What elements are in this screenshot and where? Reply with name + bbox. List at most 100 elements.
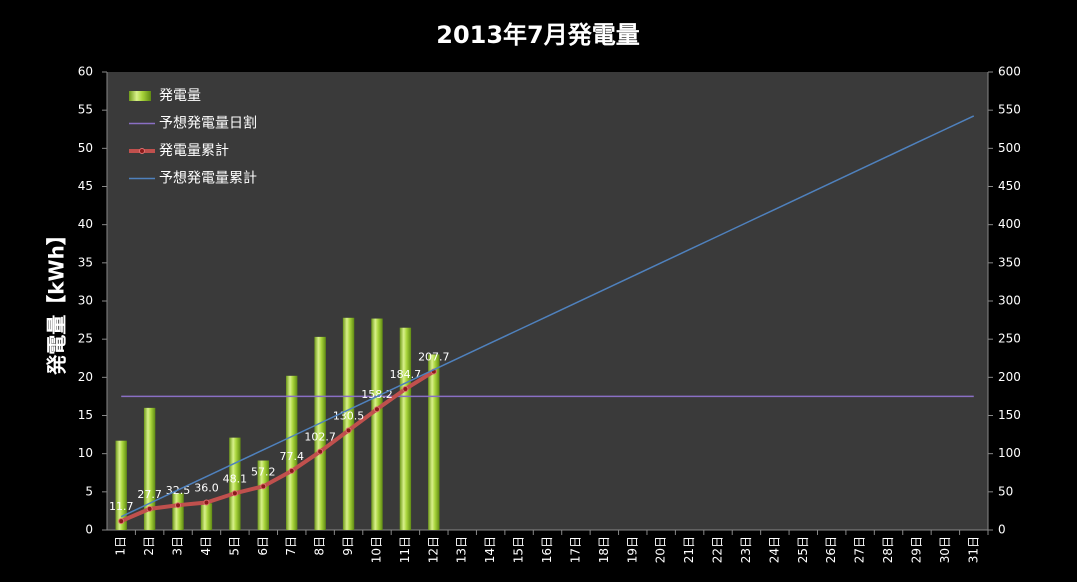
x-tick-label: 21日	[682, 536, 696, 563]
y-tick-label: 60	[78, 65, 93, 79]
y2-tick-label: 500	[998, 141, 1021, 155]
x-tick-label: 19日	[625, 536, 639, 563]
point-marker	[175, 502, 182, 509]
x-tick-label: 1日	[114, 536, 128, 556]
y2-tick-label: 300	[998, 294, 1021, 308]
y2-tick-label: 200	[998, 370, 1021, 384]
y2-tick-label: 550	[998, 103, 1021, 117]
x-tick-label: 31日	[966, 536, 980, 563]
data-label: 57.2	[251, 465, 276, 478]
x-tick-label: 15日	[512, 536, 526, 563]
x-tick-label: 26日	[824, 536, 838, 563]
point-marker	[146, 505, 153, 512]
x-tick-label: 11日	[398, 536, 412, 563]
x-tick-label: 22日	[711, 536, 725, 563]
legend-label: 予想発電量累計	[159, 171, 257, 187]
point-marker	[373, 406, 380, 413]
bar	[115, 440, 127, 530]
y2-tick-label: 250	[998, 332, 1021, 346]
x-tick-label: 27日	[853, 536, 867, 563]
x-tick-label: 4日	[199, 536, 213, 556]
y-tick-label: 25	[78, 332, 93, 346]
x-tick-label: 2日	[142, 536, 156, 556]
point-marker	[203, 499, 210, 506]
legend-swatch	[129, 91, 151, 101]
y-tick-label: 30	[78, 294, 93, 308]
data-label: 207.7	[418, 350, 450, 363]
y-tick-label: 20	[78, 370, 93, 384]
y2-tick-label: 450	[998, 179, 1021, 193]
y-tick-label: 10	[78, 446, 93, 460]
data-label: 158.2	[361, 388, 393, 401]
x-tick-label: 13日	[455, 536, 469, 563]
x-tick-label: 28日	[881, 536, 895, 563]
x-tick-label: 9日	[341, 536, 355, 556]
bar	[143, 407, 156, 530]
legend-label: 発電量累計	[159, 143, 229, 159]
point-marker	[288, 467, 295, 474]
data-label: 77.4	[279, 450, 304, 463]
y2-tick-label: 600	[998, 65, 1021, 79]
point-marker	[231, 490, 238, 497]
line	[120, 369, 435, 523]
x-tick-label: 29日	[909, 536, 923, 563]
bar	[399, 327, 412, 530]
y2-tick-label: 150	[998, 408, 1021, 422]
bar	[428, 354, 440, 530]
bar	[342, 317, 355, 530]
y-tick-label: 0	[85, 523, 93, 537]
x-tick-label: 8日	[313, 536, 327, 556]
x-tick-label: 3日	[171, 536, 185, 556]
y2-tick-label: 350	[998, 255, 1021, 269]
point-marker	[402, 386, 409, 393]
bar	[257, 460, 269, 530]
bar	[200, 503, 213, 530]
point-marker	[345, 427, 352, 434]
y-tick-label: 50	[78, 141, 93, 155]
data-label: 11.7	[109, 500, 134, 513]
data-label: 48.1	[223, 472, 248, 485]
x-tick-label: 24日	[767, 536, 781, 563]
point-marker	[118, 518, 125, 525]
x-tick-label: 6日	[256, 536, 270, 556]
y-tick-label: 40	[78, 217, 93, 231]
x-tick-label: 17日	[568, 536, 582, 563]
x-tick-label: 30日	[938, 536, 952, 563]
x-tick-label: 20日	[654, 536, 668, 563]
x-tick-label: 10日	[369, 536, 383, 563]
x-tick-label: 12日	[426, 536, 440, 563]
y2-tick-label: 100	[998, 446, 1021, 460]
data-label: 27.7	[137, 488, 162, 501]
data-label: 102.7	[304, 431, 336, 444]
bar	[314, 336, 326, 530]
legend-label: 予想発電量日割	[159, 115, 257, 132]
bar	[286, 375, 298, 530]
legend-label: 発電量	[159, 88, 201, 104]
y-tick-label: 15	[78, 408, 93, 422]
bar	[229, 437, 241, 530]
x-tick-label: 18日	[597, 536, 611, 563]
x-tick-label: 23日	[739, 536, 753, 563]
y-tick-label: 55	[78, 103, 93, 117]
y2-tick-label: 0	[998, 523, 1006, 537]
y2-tick-label: 50	[998, 484, 1013, 498]
x-tick-label: 5日	[227, 536, 241, 556]
y-axis-label: 発電量【kWh】	[45, 225, 69, 376]
y-tick-label: 35	[78, 255, 93, 269]
y-tick-label: 45	[78, 179, 93, 193]
bar	[172, 493, 184, 530]
point-marker	[260, 483, 267, 490]
y-tick-label: 5	[85, 484, 93, 498]
x-tick-label: 16日	[540, 536, 554, 563]
x-tick-label: 7日	[284, 536, 298, 556]
x-tick-label: 25日	[796, 536, 810, 563]
data-label: 36.0	[194, 482, 219, 495]
legend-marker	[139, 148, 145, 154]
chart-title: 2013年7月発電量	[436, 21, 640, 49]
data-label: 184.7	[390, 368, 422, 381]
point-marker	[317, 448, 324, 455]
y2-tick-label: 400	[998, 217, 1021, 231]
bar	[371, 318, 383, 530]
x-tick-label: 14日	[483, 536, 497, 563]
